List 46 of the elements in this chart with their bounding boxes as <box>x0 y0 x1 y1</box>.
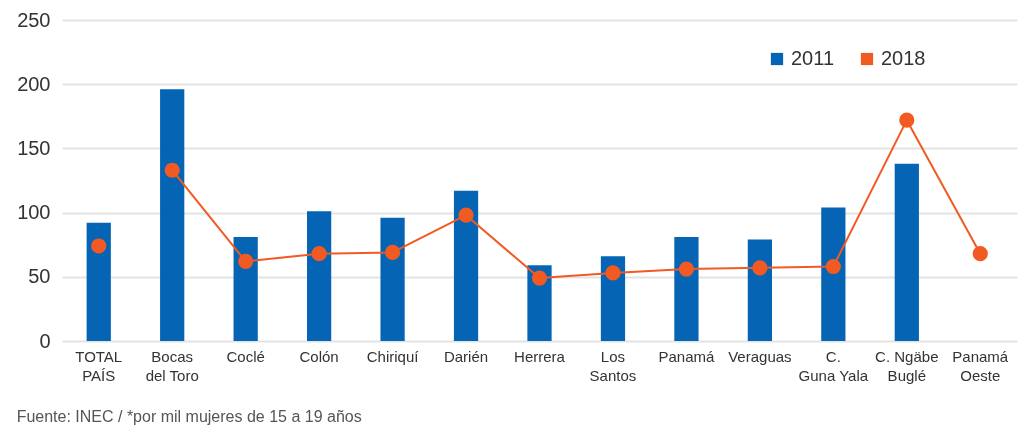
point <box>91 238 107 254</box>
x-tick-label: Chiriquí <box>366 347 420 365</box>
point <box>384 244 401 260</box>
bar <box>821 207 846 341</box>
point <box>164 162 180 178</box>
bar <box>894 163 919 341</box>
bar <box>380 217 405 341</box>
point <box>238 253 254 269</box>
y-tick-label: 0 <box>39 329 51 352</box>
x-tick-label: Herrera <box>514 347 566 365</box>
bar <box>747 239 773 341</box>
point <box>825 258 841 275</box>
point <box>458 207 474 223</box>
x-tick-label: Coclé <box>226 347 265 365</box>
x-tick-label: TOTAL PAÍS <box>75 347 123 384</box>
y-tick-label: 50 <box>28 265 51 288</box>
bar <box>306 211 332 341</box>
y-tick-label: 250 <box>17 8 51 31</box>
x-tick-label: Panamá Oeste <box>952 347 1009 384</box>
x-tick-label: C. Guna Yala <box>798 347 869 384</box>
y-tick-label: 150 <box>17 136 51 159</box>
legend-label: 2011 <box>791 47 835 69</box>
bar <box>233 237 258 341</box>
point <box>678 261 695 277</box>
source-note: Fuente: INEC / *por mil mujeres de 15 a 19 años <box>16 408 362 425</box>
bar <box>160 89 185 341</box>
x-tick-label: Los Santos <box>589 347 637 384</box>
legend-label: 2018 <box>881 47 926 69</box>
bar <box>86 222 111 341</box>
bar <box>600 256 626 341</box>
x-tick-label: C. Ngäbe Buglé <box>875 347 939 384</box>
point <box>311 246 327 262</box>
point <box>531 270 548 286</box>
bar <box>674 237 699 341</box>
bar <box>453 190 479 341</box>
x-tick-label: Veraguas <box>728 347 792 365</box>
point <box>899 112 915 128</box>
x-tick-label: Panamá <box>658 347 716 365</box>
x-tick-label: Bocas del Toro <box>145 347 199 384</box>
x-tick-label: Colón <box>299 347 339 365</box>
point <box>752 260 768 276</box>
point <box>972 246 988 262</box>
y-tick-label: 100 <box>17 201 51 224</box>
point <box>605 265 621 281</box>
x-tick-label: Darién <box>443 347 489 365</box>
y-tick-label: 200 <box>17 72 51 95</box>
